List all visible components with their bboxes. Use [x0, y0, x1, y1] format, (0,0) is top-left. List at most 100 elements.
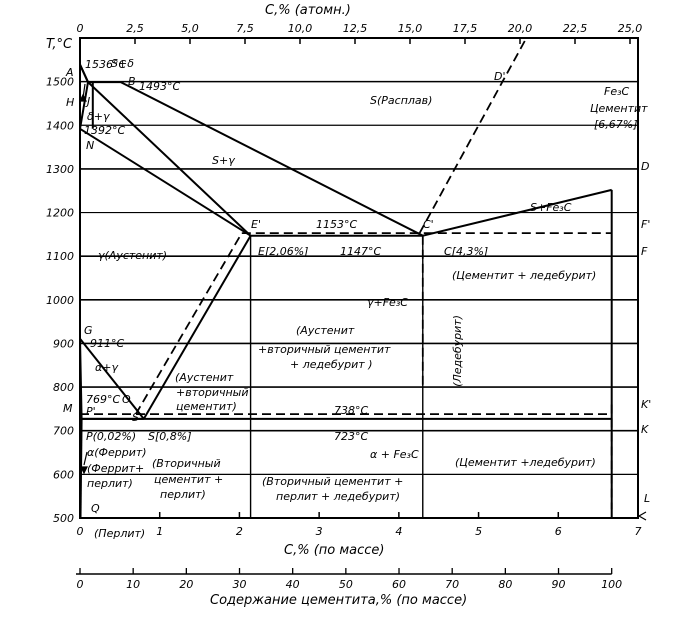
- phase-line: [135, 232, 243, 415]
- cementite-tick-label: 60: [392, 578, 406, 591]
- phase-line: [418, 37, 528, 234]
- y-tick-label: 1200: [46, 207, 74, 220]
- annotation: 1392°C: [84, 124, 125, 137]
- y-tick-label: 500: [53, 512, 74, 525]
- arrow-icon: [80, 466, 88, 475]
- cementite-tick-label: 90: [552, 578, 566, 591]
- annotation: 769°C: [86, 393, 120, 406]
- annotation: (Аустенит: [296, 324, 355, 337]
- annotation: (Аустенит: [175, 371, 234, 384]
- cementite-tick-label: 100: [601, 578, 622, 591]
- annotation: S+δ: [111, 57, 134, 70]
- annotation: S[0,8%]: [148, 430, 192, 443]
- annotation: δ+γ: [87, 110, 110, 123]
- top-axis-title: C,% (атомн.): [265, 3, 351, 18]
- phase-line: [79, 418, 83, 519]
- annotation: γ(Аустенит): [98, 249, 167, 262]
- annotation: +вторичный: [176, 386, 249, 399]
- annotation: A: [65, 66, 74, 79]
- top-tick-label: 20,0: [508, 22, 533, 35]
- top-tick-label: 5,0: [181, 22, 199, 35]
- y-tick-label: 1000: [46, 294, 74, 307]
- annotation: H: [66, 96, 74, 109]
- phase-line: [79, 338, 145, 420]
- annotation: N: [86, 139, 94, 152]
- x-tick-label: 6: [555, 525, 562, 538]
- top-tick-label: 22,5: [563, 22, 588, 35]
- phase-line: [79, 64, 423, 237]
- annotation: α(Феррит): [87, 446, 147, 459]
- annotation: цементит): [176, 400, 237, 413]
- annotation: S+Fe₃C: [530, 201, 572, 214]
- annotation: 1536°C: [85, 58, 126, 71]
- annotation: 723°C: [334, 430, 368, 443]
- y-tick-label: 1300: [46, 163, 74, 176]
- x-tick-label: 1: [156, 525, 163, 538]
- cementite-tick-label: 20: [179, 578, 193, 591]
- y-tick-label: 600: [53, 468, 74, 481]
- arrow-markers: [79, 83, 647, 521]
- annotation: G: [84, 324, 93, 337]
- annotation: +вторичный цементит: [258, 343, 391, 356]
- cementite-tick-label: 80: [498, 578, 512, 591]
- annotation: S': [132, 411, 142, 424]
- x-tick-label: 7: [635, 525, 642, 538]
- annotation: α+γ: [95, 361, 118, 374]
- annotation: (Вторичный: [152, 457, 221, 470]
- annotation: перлит + ледебурит): [276, 490, 400, 503]
- annotation: J: [85, 95, 90, 108]
- top-tick-label: 7,5: [236, 22, 254, 35]
- annotation: + ледебурит ): [290, 358, 373, 371]
- top-tick-label: 0: [77, 22, 84, 35]
- phase-line: [142, 235, 252, 420]
- y-axis-title: T,°C: [46, 37, 73, 52]
- annotation: γ+Fe₃C: [367, 296, 408, 309]
- cementite-tick-label: 10: [126, 578, 140, 591]
- annotation: перлит): [160, 488, 206, 501]
- annotation: 911°C: [90, 337, 124, 350]
- annotation: F': [641, 218, 650, 231]
- annotation: α + Fe₃C: [370, 448, 419, 461]
- y-tick-label: 700: [53, 425, 74, 438]
- annotations: 1536°C S+δ B 1493°C S(Расплав) Fe₃C Цеме…: [63, 57, 651, 540]
- annotation: 1153°C: [316, 218, 357, 231]
- annotation: (Перлит): [94, 527, 145, 540]
- annotation: (Цементит + ледебурит): [452, 269, 596, 282]
- annotation: P(0,02%): [86, 430, 136, 443]
- y-tick-label: 1500: [46, 76, 74, 89]
- arrow-icon: [637, 511, 647, 521]
- annotation: перлит): [87, 477, 133, 490]
- annotation: C': [423, 218, 434, 231]
- annotation: (Феррит+: [87, 462, 144, 475]
- annotation: B: [128, 75, 136, 88]
- annotation: K': [641, 398, 651, 411]
- annotation: S+γ: [212, 154, 235, 167]
- annotation: D: [641, 160, 649, 173]
- annotation: L: [644, 492, 650, 505]
- cementite-tick-label: 0: [77, 578, 84, 591]
- y-tick-label: 800: [53, 381, 74, 394]
- top-tick-label: 15,0: [398, 22, 423, 35]
- annotation: K: [641, 423, 649, 436]
- annotation: E': [251, 218, 261, 231]
- x-tick-label: 0: [77, 525, 84, 538]
- x-axis-title: C,% (по массе): [284, 543, 385, 558]
- cementite-tick-label: 70: [445, 578, 459, 591]
- phase-line: [79, 81, 94, 129]
- cementite-tick-label: 50: [339, 578, 353, 591]
- top-tick-label: 17,5: [453, 22, 478, 35]
- annotation: (Цементит +ледебурит): [455, 456, 596, 469]
- annotation: F: [641, 245, 648, 258]
- y-tick-label: 900: [53, 337, 74, 350]
- x-tick-label: 2: [236, 525, 243, 538]
- cementite-axis-title: Содержание цементита,% (по массе): [210, 593, 467, 608]
- annotation: Q: [91, 502, 100, 515]
- annotation: C[4,3%]: [444, 245, 488, 258]
- annotation: M: [63, 402, 73, 415]
- annotation: Fe₃C: [604, 85, 630, 98]
- annotation: 738°C: [334, 404, 368, 417]
- phase-line: [79, 127, 252, 237]
- annotation: [6,67%]: [594, 118, 638, 131]
- annotation: цементит +: [154, 473, 223, 486]
- arrow-icon: [83, 451, 88, 466]
